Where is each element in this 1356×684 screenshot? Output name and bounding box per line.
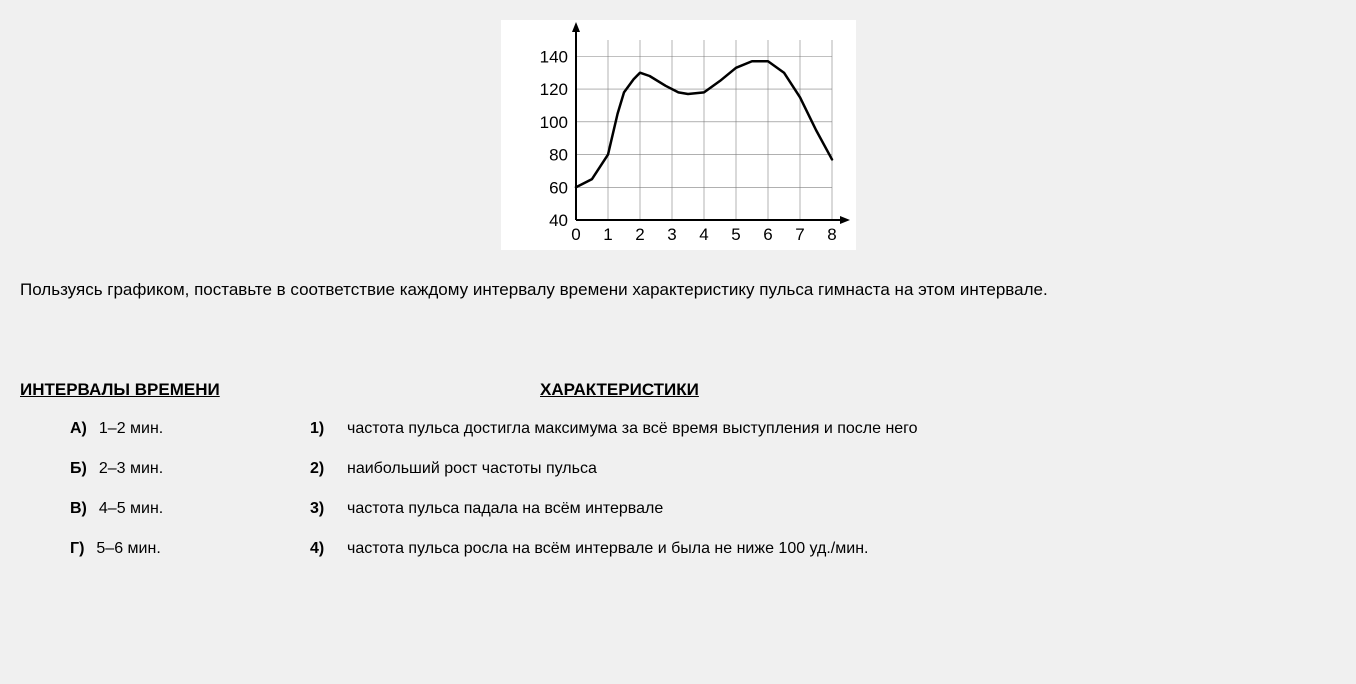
interval-text: 1–2 мин. bbox=[99, 420, 163, 438]
interval-row: В) 4–5 мин. bbox=[20, 500, 260, 518]
interval-text: 5–6 мин. bbox=[96, 540, 160, 558]
characteristic-label: 2) bbox=[310, 460, 335, 478]
interval-row: А) 1–2 мин. bbox=[20, 420, 260, 438]
interval-label: Б) bbox=[20, 460, 87, 478]
svg-text:4: 4 bbox=[699, 225, 708, 244]
svg-text:0: 0 bbox=[571, 225, 580, 244]
svg-text:8: 8 bbox=[827, 225, 836, 244]
characteristic-row: 1) частота пульса достигла максимума за в… bbox=[310, 420, 1336, 438]
characteristics-header: ХАРАКТЕРИСТИКИ bbox=[310, 380, 1336, 400]
interval-text: 4–5 мин. bbox=[99, 500, 163, 518]
characteristics-column: ХАРАКТЕРИСТИКИ 1) частота пульса достигла… bbox=[310, 380, 1336, 580]
intervals-header: ИНТЕРВАЛЫ ВРЕМЕНИ bbox=[20, 380, 260, 400]
characteristic-text: наибольший рост частоты пульса bbox=[347, 460, 597, 478]
instruction-text: Пользуясь графиком, поставьте в соответс… bbox=[20, 280, 1336, 300]
svg-text:80: 80 bbox=[549, 146, 568, 165]
characteristic-row: 2) наибольший рост частоты пульса bbox=[310, 460, 1336, 478]
svg-text:5: 5 bbox=[731, 225, 740, 244]
characteristic-label: 3) bbox=[310, 500, 335, 518]
interval-row: Г) 5–6 мин. bbox=[20, 540, 260, 558]
svg-text:140: 140 bbox=[539, 47, 567, 66]
characteristics-list: 1) частота пульса достигла максимума за в… bbox=[310, 420, 1336, 558]
svg-text:120: 120 bbox=[539, 80, 567, 99]
svg-text:40: 40 bbox=[549, 211, 568, 230]
svg-text:2: 2 bbox=[635, 225, 644, 244]
characteristic-label: 4) bbox=[310, 540, 335, 558]
pulse-chart: 0 1 2 3 4 5 6 7 8 40 60 80 100 120 140 bbox=[501, 20, 856, 250]
svg-text:3: 3 bbox=[667, 225, 676, 244]
svg-text:60: 60 bbox=[549, 178, 568, 197]
svg-text:7: 7 bbox=[795, 225, 804, 244]
characteristic-text: частота пульса достигла максимума за всё… bbox=[347, 420, 918, 438]
chart-container: 0 1 2 3 4 5 6 7 8 40 60 80 100 120 140 bbox=[20, 20, 1336, 250]
svg-text:100: 100 bbox=[539, 113, 567, 132]
matching-columns: ИНТЕРВАЛЫ ВРЕМЕНИ А) 1–2 мин. Б) 2–3 мин. В)… bbox=[20, 380, 1336, 580]
interval-label: А) bbox=[20, 420, 87, 438]
characteristic-row: 4) частота пульса росла на всём интервале… bbox=[310, 540, 1336, 558]
intervals-column: ИНТЕРВАЛЫ ВРЕМЕНИ А) 1–2 мин. Б) 2–3 мин. В)… bbox=[20, 380, 260, 580]
interval-text: 2–3 мин. bbox=[99, 460, 163, 478]
interval-label: В) bbox=[20, 500, 87, 518]
characteristic-text: частота пульса падала на всём интервале bbox=[347, 500, 663, 518]
interval-row: Б) 2–3 мин. bbox=[20, 460, 260, 478]
characteristic-text: частота пульса росла на всём интервале и… bbox=[347, 540, 868, 558]
characteristic-label: 1) bbox=[310, 420, 335, 438]
interval-label: Г) bbox=[20, 540, 84, 558]
intervals-list: А) 1–2 мин. Б) 2–3 мин. В) 4–5 мин. Г) 5–6 мин. bbox=[20, 420, 260, 558]
characteristic-row: 3) частота пульса падала на всём интервал… bbox=[310, 500, 1336, 518]
svg-text:6: 6 bbox=[763, 225, 772, 244]
svg-text:1: 1 bbox=[603, 225, 612, 244]
